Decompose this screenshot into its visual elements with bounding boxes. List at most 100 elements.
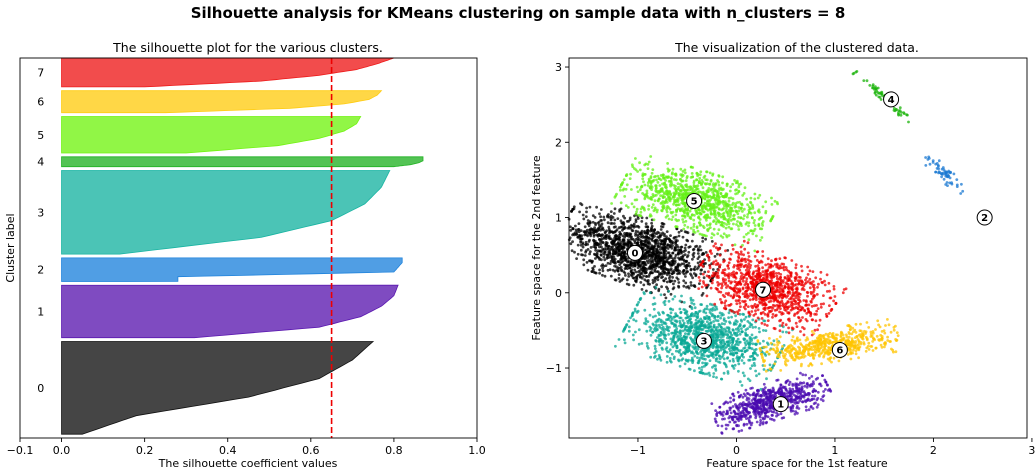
scatter-point [711, 191, 715, 194]
scatter-point [607, 225, 611, 229]
scatter-point [666, 162, 669, 165]
scatter-point [761, 416, 765, 420]
scatter-point [671, 308, 675, 312]
scatter-point [681, 214, 684, 218]
scatter-point [660, 225, 663, 228]
scatter-point [811, 380, 815, 384]
scatter-point [812, 382, 815, 386]
scatter-point [686, 214, 690, 218]
scatter-point [768, 367, 772, 371]
scatter-point [618, 233, 621, 237]
scatter-point [717, 345, 721, 349]
scatter-point [757, 208, 761, 212]
scatter-point [687, 346, 691, 349]
scatter-point [707, 322, 711, 325]
scatter-point [685, 349, 689, 353]
scatter-point [659, 331, 663, 335]
scatter-point [799, 396, 803, 400]
scatter-point [823, 347, 827, 350]
scatter-point [814, 389, 818, 393]
scatter-point [635, 303, 639, 307]
scatter-point [646, 167, 650, 171]
scatter-point [745, 417, 748, 420]
scatter-point [764, 414, 768, 418]
scatter-point [776, 413, 780, 417]
scatter-point [758, 342, 762, 345]
scatter-point [669, 311, 673, 315]
scatter-point [804, 393, 807, 397]
scatter-point [625, 234, 629, 238]
scatter-point [644, 255, 648, 259]
scatter-point [682, 339, 686, 342]
scatter-point [719, 325, 723, 329]
scatter-point [757, 327, 761, 330]
scatter-point [808, 383, 812, 387]
scatter-point [666, 313, 669, 317]
scatter-point [880, 90, 884, 94]
scatter-point [723, 322, 726, 326]
scatter-point [692, 352, 695, 355]
scatter-point [585, 261, 589, 264]
scatter-point [638, 297, 642, 301]
scatter-point [648, 282, 651, 286]
scatter-point [725, 409, 729, 413]
scatter-point [629, 243, 633, 247]
scatter-point [660, 267, 663, 270]
scatter-point [702, 262, 706, 266]
scatter-point [614, 245, 618, 249]
scatter-point [752, 391, 756, 395]
scatter-point [654, 184, 658, 188]
scatter-point [608, 268, 612, 272]
scatter-point [644, 267, 647, 270]
scatter-point [600, 237, 604, 241]
scatter-point [731, 392, 735, 396]
scatter-point [573, 250, 576, 254]
scatter-point [873, 91, 877, 95]
scatter-point [639, 264, 643, 267]
scatter-point [676, 268, 680, 272]
scatter-point [710, 240, 714, 243]
scatter-point [839, 330, 843, 334]
scatter-point [713, 308, 717, 312]
scatter-point [746, 203, 749, 207]
scatter-point [634, 218, 638, 222]
scatter-point [854, 352, 858, 356]
scatter-point [657, 323, 661, 327]
scatter-point [737, 419, 741, 423]
scatter-point [687, 250, 691, 254]
scatter-point [647, 275, 651, 278]
scatter-point [894, 338, 897, 341]
scatter-point [822, 390, 825, 393]
silhouette-x-tick-label: −0.1 [7, 444, 34, 457]
scatter-point [656, 190, 659, 193]
scatter-point [700, 206, 704, 210]
scatter-point [755, 234, 758, 238]
scatter-point [664, 255, 668, 259]
scatter-point [691, 257, 694, 261]
scatter-point [696, 327, 700, 331]
scatter-point [690, 239, 694, 243]
scatter-point [907, 120, 910, 124]
scatter-point [644, 162, 648, 166]
scatter-point [744, 331, 747, 335]
scatter-point [677, 234, 681, 238]
scatter-point [764, 400, 768, 403]
scatter-point [648, 313, 652, 317]
scatter-point [779, 412, 783, 416]
scatter-point [722, 317, 726, 321]
scatter-point [703, 323, 707, 327]
scatter-point [810, 330, 814, 333]
scatter-point [739, 402, 742, 405]
scatter-point [762, 339, 765, 343]
silhouette-band-cluster-4 [61, 156, 424, 168]
scatter-point [741, 395, 745, 399]
scatter-point [727, 311, 731, 315]
scatter-point [704, 311, 708, 315]
scatter-point [613, 218, 617, 222]
scatter-point [662, 266, 666, 270]
scatter-point [665, 230, 669, 234]
silhouette-band-cluster-7 [61, 57, 395, 88]
scatter-point [646, 181, 650, 185]
scatter-point [632, 283, 636, 287]
scatter-point [703, 195, 707, 199]
